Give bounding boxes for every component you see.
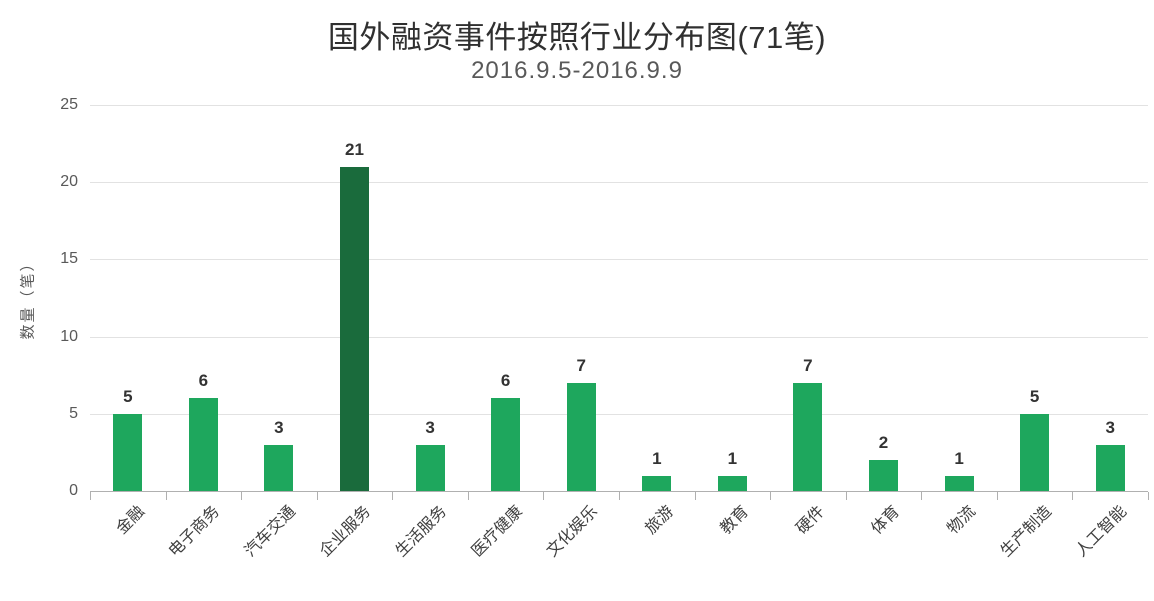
x-axis-label: 体育 [868,503,904,538]
bar-value-label: 5 [1029,386,1040,406]
y-tick-label: 25 [60,96,78,113]
bar [869,460,898,491]
x-axis-label: 教育 [717,503,753,538]
gridline [90,336,1148,338]
bar [566,382,596,491]
x-axis-label: 医疗健康 [468,503,526,561]
x-axis-label: 金融 [113,503,148,538]
gridline [90,105,1148,106]
x-axis-tick [467,492,469,500]
y-tick-label: 5 [69,404,78,422]
bar [793,382,823,491]
bar [717,475,747,491]
bar-value-label: 6 [500,371,511,391]
x-axis-tick [543,492,545,500]
bar [340,166,369,491]
bar [944,475,974,491]
x-axis-label: 人工智能 [1072,503,1131,561]
chart-subtitle: 2016.9.5-2016.9.9 [471,57,683,84]
bar [415,444,445,491]
gridline [90,259,1148,261]
bar [1095,444,1125,491]
chart-title: 国外融资事件按照行业分布图(71笔) [327,20,827,55]
y-tick-label: 15 [60,250,78,268]
x-axis-label: 硬件 [793,503,828,538]
bar [642,475,672,491]
bar-value-label: 2 [878,433,889,453]
bar-value-label: 3 [1105,417,1115,437]
x-axis-tick [392,492,394,500]
bar-value-label: 3 [425,417,435,437]
gridline [90,413,1148,415]
x-axis-label: 企业服务 [317,503,375,561]
bar-value-label: 3 [274,417,284,437]
x-axis-tick [1072,492,1074,500]
x-axis-tick [996,492,998,500]
y-tick-label: 0 [69,482,78,499]
x-axis-label: 生活服务 [392,503,451,561]
x-axis-label: 电子商务 [166,503,224,561]
x-axis-label: 文化娱乐 [543,503,602,561]
y-tick-label: 20 [60,173,78,191]
bar-value-label: 1 [727,448,738,468]
x-axis-tick [316,492,318,500]
y-tick-label: 10 [60,327,78,345]
x-axis-tick [921,492,923,500]
x-axis-tick [694,492,696,500]
x-axis-label: 生产制造 [997,503,1055,561]
bar-value-label: 7 [803,355,813,375]
bar-value-label: 5 [123,386,133,406]
x-axis-label: 汽车交通 [241,503,299,561]
x-axis-line [90,491,1148,492]
x-axis-tick [619,492,620,500]
bar-value-label: 6 [198,371,209,391]
bar-value-label: 21 [345,139,364,159]
bar-value-label: 1 [954,448,964,468]
bar [1020,413,1050,491]
bar-value-label: 1 [652,448,662,468]
x-axis-tick [90,492,91,500]
x-axis-tick [770,492,772,500]
x-axis-tick [241,492,243,500]
x-axis-tick [845,492,847,500]
x-axis-label: 旅游 [642,503,677,538]
x-axis-label: 物流 [944,503,980,538]
bar [491,398,521,491]
bar [264,444,294,491]
bar-value-label: 7 [576,355,586,375]
bar [188,398,218,491]
x-axis-tick [1148,492,1149,500]
bar [113,413,143,491]
gridline [90,182,1148,184]
x-axis-tick [165,492,167,500]
